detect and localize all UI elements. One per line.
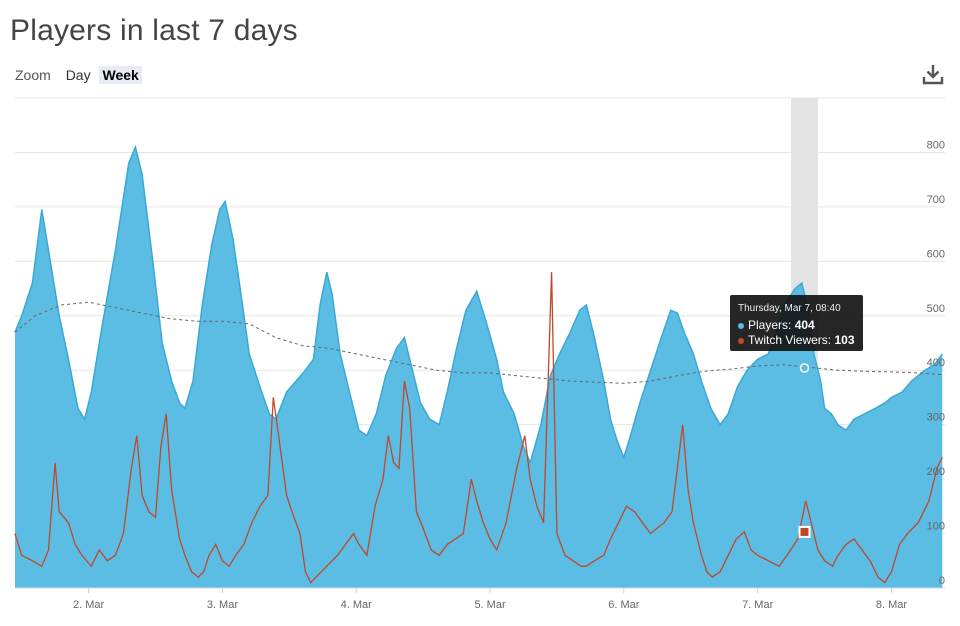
y-tick-label: 400	[927, 357, 945, 369]
players-area	[15, 147, 943, 588]
average-dashed-line	[14, 301, 943, 384]
x-tick-label: 4. Mar	[341, 599, 373, 611]
y-tick-label: 300	[927, 412, 945, 424]
tooltip-date: Thursday, Mar 7, 08:40	[738, 303, 841, 314]
download-icon[interactable]	[920, 62, 946, 88]
zoom-week-button[interactable]: Week	[99, 66, 142, 84]
page-title: Players in last 7 days	[10, 14, 298, 47]
x-tick-label: 8. Mar	[876, 599, 908, 611]
tooltip-twitch-label: Twitch Viewers:	[748, 333, 832, 347]
players-hover-marker	[799, 363, 810, 373]
tooltip-players-row: Players: 404	[738, 318, 815, 332]
tooltip-twitch-value: 103	[834, 333, 855, 347]
hover-markers	[798, 363, 811, 538]
x-tick-label: 7. Mar	[742, 599, 774, 611]
zoom-control: Zoom Day Week	[15, 66, 144, 84]
y-tick-label: 600	[927, 248, 945, 260]
zoom-label: Zoom	[15, 67, 51, 83]
tooltip-twitch-row: Twitch Viewers: 103	[738, 333, 855, 347]
y-axis-ticks: 0 100 200 300 400 500 600 700 800	[927, 139, 945, 587]
zoom-day-button[interactable]: Day	[65, 67, 91, 83]
tooltip: Thursday, Mar 7, 08:40 Players: 404 Twit…	[730, 295, 863, 351]
y-tick-label: 200	[927, 466, 945, 478]
tooltip-players-label: Players:	[748, 318, 792, 332]
y-tick-label: 700	[927, 194, 945, 206]
x-tick-label: 3. Mar	[207, 599, 239, 611]
twitch-hover-marker	[798, 525, 811, 538]
players-line	[14, 144, 943, 466]
y-tick-label: 800	[927, 139, 945, 151]
players-dot-icon	[738, 322, 744, 329]
y-tick-label: 100	[927, 521, 945, 533]
x-tick-label: 6. Mar	[608, 599, 640, 611]
twitch-viewers-line	[14, 272, 943, 584]
y-tick-label: 500	[927, 303, 945, 315]
x-tick-label: 2. Mar	[73, 599, 105, 611]
tooltip-players-value: 404	[794, 318, 815, 332]
x-axis-ticks: 2. Mar 3. Mar 4. Mar 5. Mar 6. Mar 7. Mar 8. M…	[15, 587, 945, 611]
x-tick-label: 5. Mar	[474, 599, 506, 611]
y-tick-label: 0	[939, 575, 945, 587]
twitch-dot-icon	[738, 337, 744, 344]
